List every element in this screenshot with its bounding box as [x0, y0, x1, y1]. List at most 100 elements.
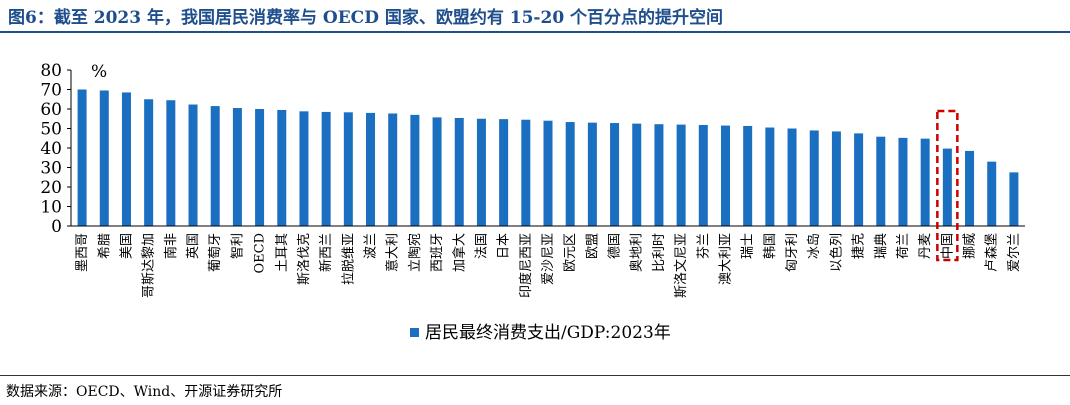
y-unit-label: % [91, 62, 107, 82]
title-rule [0, 31, 1070, 33]
x-tick-label: 波兰 [364, 233, 379, 259]
y-tick-label: 60 [40, 100, 62, 120]
bar-29 [720, 125, 730, 226]
x-tick-label: 丹麦 [918, 233, 933, 259]
bar-2 [121, 92, 131, 226]
bars [77, 89, 1019, 226]
bar-5 [188, 104, 198, 226]
bar-14 [388, 113, 398, 226]
y-tick-label: 20 [40, 178, 62, 198]
x-tick-label: 爱尔兰 [1007, 233, 1022, 272]
bar-11 [321, 111, 331, 226]
bar-9 [277, 109, 287, 226]
bar-20 [521, 119, 531, 226]
china-highlight-box [936, 109, 959, 262]
legend-swatch [410, 328, 419, 337]
bar-34 [831, 131, 841, 226]
x-tick-label: 瑞士 [741, 233, 756, 259]
bar-19 [499, 119, 509, 226]
bar-chart: 01020304050607080 % 墨西哥 希腊 美国 哥斯达黎加 南非 英国 葡萄牙智… [40, 61, 1025, 343]
x-tick-label: 加拿大 [451, 233, 467, 272]
x-tick-label: 匈牙利 [785, 233, 800, 272]
x-tick-label: 斯洛文尼亚 [674, 233, 689, 298]
bar-1 [99, 90, 109, 226]
bar-4 [166, 100, 176, 226]
bar-10 [299, 111, 309, 226]
bar-37 [898, 137, 908, 226]
x-tick-label: 澳大利亚 [717, 233, 733, 285]
bar-40 [965, 150, 975, 226]
bar-13 [366, 112, 376, 226]
bar-21 [543, 120, 553, 226]
bar-12 [343, 112, 353, 226]
x-tick-label: 爱沙尼亚 [541, 233, 556, 285]
bar-30 [743, 125, 753, 226]
x-tick-label: 奥地利 [630, 233, 645, 272]
bar-3 [144, 99, 154, 226]
x-tick-label: OECD [253, 233, 268, 274]
bar-39 [942, 148, 952, 226]
bar-41 [987, 161, 997, 226]
x-tick-label: 冰岛 [806, 233, 822, 259]
x-tick-label: 墨西哥 [75, 233, 90, 272]
x-tick-label: 欧盟 [585, 233, 600, 259]
bar-42 [1009, 172, 1019, 226]
x-tick-label: 日本 [497, 233, 512, 259]
x-tick-label: 英国 [186, 233, 201, 259]
x-tick-label: 卢森堡 [984, 233, 1000, 272]
bar-22 [565, 122, 575, 226]
legend: 居民最终消费支出/GDP:2023年 [410, 323, 671, 343]
x-tick-label: 哥斯达黎加 [142, 233, 157, 298]
bar-28 [698, 124, 708, 226]
x-tick-label: 新西兰 [318, 233, 334, 272]
x-tick-label: 中国 [940, 233, 955, 259]
y-tick-label: 50 [40, 120, 62, 140]
bar-24 [610, 123, 620, 226]
bar-36 [876, 136, 886, 226]
bar-27 [676, 124, 686, 226]
x-tick-label: 瑞典 [874, 233, 889, 259]
x-tick-label: 荷兰 [896, 233, 911, 259]
bar-26 [654, 124, 664, 226]
x-tick-label: 德国 [608, 233, 623, 259]
bar-8 [255, 109, 265, 226]
x-tick-label: 葡萄牙 [208, 233, 223, 272]
x-tick-label: 欧元区 [563, 233, 578, 272]
x-tick-label: 印度尼西亚 [518, 233, 534, 298]
x-tick-label: 希腊 [97, 233, 112, 259]
bar-25 [632, 123, 642, 226]
x-tick-label: 美国 [119, 233, 134, 259]
bottom-rule [0, 375, 1070, 376]
x-tick-label: 西班牙 [430, 233, 445, 272]
bar-31 [765, 127, 775, 226]
x-tick-labels: 墨西哥 希腊 美国 哥斯达黎加 南非 英国 葡萄牙 智利 OECD 土耳其 斯洛伐克 新西兰 拉脱维亚波… [75, 233, 1022, 298]
x-tick-label: 南非 [163, 233, 179, 259]
y-tick-label: 0 [51, 217, 62, 237]
bar-38 [920, 138, 930, 226]
x-tick-label: 土耳其 [275, 233, 290, 272]
bar-17 [454, 117, 464, 226]
x-tick-label: 法国 [474, 233, 489, 259]
bar-16 [432, 117, 442, 226]
x-tick-label: 比利时 [652, 233, 667, 272]
x-tick-label: 智利 [230, 233, 245, 259]
bar-32 [787, 128, 797, 226]
bar-33 [809, 130, 819, 226]
y-tick-label: 80 [40, 61, 62, 81]
x-tick-label: 斯洛伐克 [297, 233, 312, 285]
y-tick-label: 70 [40, 81, 62, 101]
y-tick-label: 30 [40, 159, 62, 179]
chart-title: 图6：截至 2023 年，我国居民消费率与 OECD 国家、欧盟约有 15-20… [8, 8, 724, 28]
x-tick-label: 立陶宛 [407, 233, 423, 272]
bar-18 [476, 118, 486, 226]
y-tick-label: 10 [40, 198, 62, 218]
bar-6 [210, 106, 220, 226]
x-tick-label: 芬兰 [696, 233, 711, 259]
bar-15 [410, 114, 420, 226]
bar-35 [854, 133, 864, 226]
legend-label: 居民最终消费支出/GDP:2023年 [425, 323, 671, 343]
x-tick-label: 拉脱维亚 [341, 233, 356, 285]
bar-0 [77, 89, 87, 226]
bar-23 [587, 122, 597, 226]
